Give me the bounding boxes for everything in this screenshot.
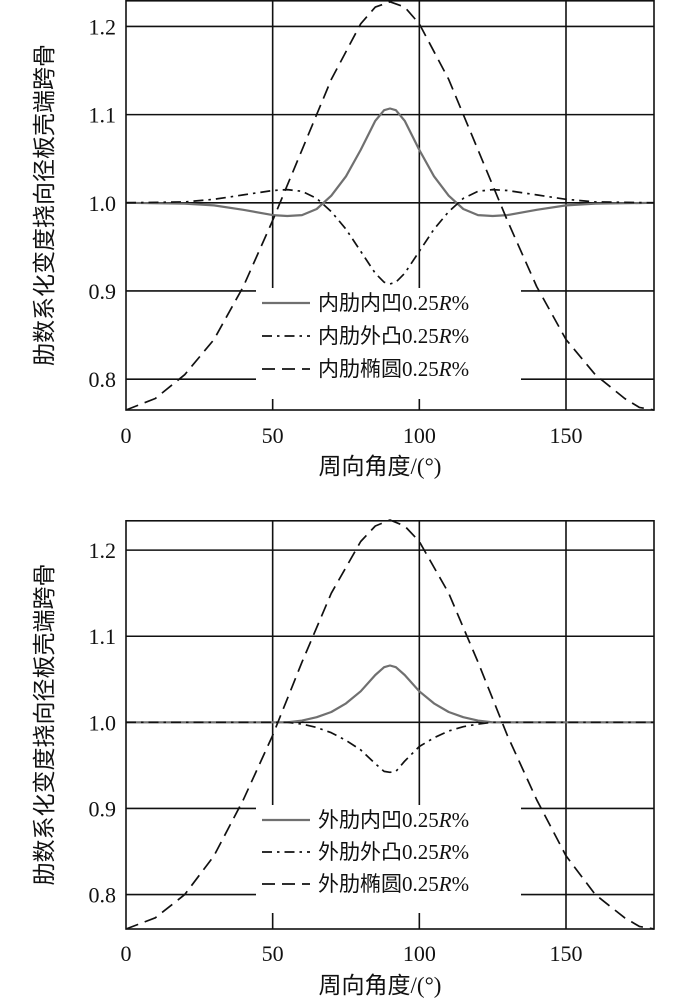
y-tick-label: 0.9 bbox=[89, 796, 117, 821]
y-tick-label: 1.0 bbox=[89, 191, 117, 216]
x-tick-label: 150 bbox=[550, 941, 583, 966]
y-tick-label: 1.2 bbox=[89, 538, 117, 563]
legend-label-3: 外肋椭圆0.25R% bbox=[318, 872, 469, 896]
x-tick-label: 50 bbox=[262, 941, 284, 966]
y-axis-label: 肋数系化变度挠向径板壳端跨骨 bbox=[32, 564, 57, 886]
y-tick-label: 1.1 bbox=[89, 103, 117, 128]
series-line-2 bbox=[125, 188, 655, 285]
y-tick-label: 1.2 bbox=[89, 14, 117, 39]
y-tick-label: 1.1 bbox=[89, 624, 117, 649]
x-axis-label: 周向角度/(°) bbox=[319, 454, 442, 479]
x-tick-label: 100 bbox=[403, 941, 436, 966]
y-axis-label: 肋数系化变度挠向径板壳端跨骨 bbox=[32, 44, 57, 366]
y-tick-label: 0.8 bbox=[89, 883, 117, 908]
legend-background bbox=[256, 288, 521, 399]
series-line-1 bbox=[125, 107, 655, 218]
x-tick-label: 50 bbox=[262, 423, 284, 448]
legend-label-1: 外肋内凹0.25R% bbox=[318, 808, 469, 832]
x-tick-label: 0 bbox=[121, 423, 132, 448]
y-tick-label: 1.0 bbox=[89, 710, 117, 735]
legend-label-3: 内肋椭圆0.25R% bbox=[318, 357, 469, 381]
legend-label-1: 内肋内凹0.25R% bbox=[318, 291, 469, 315]
y-tick-label: 0.9 bbox=[89, 279, 117, 304]
legend-label-2: 外肋外凸0.25R% bbox=[318, 840, 469, 864]
y-tick-label: 0.8 bbox=[89, 367, 117, 392]
plot-frame bbox=[125, 0, 655, 411]
x-tick-label: 100 bbox=[403, 423, 436, 448]
series-line-2 bbox=[126, 721, 654, 774]
chart-panel-2: 外肋内凹0.25R% 外肋外凸0.25R% 外肋椭圆0.25R% 0.8 0.9 1.0 1… bbox=[32, 519, 655, 998]
series-line-3 bbox=[125, 0, 655, 411]
x-tick-label: 150 bbox=[550, 423, 583, 448]
plot-frame bbox=[125, 519, 655, 930]
series-line-3 bbox=[125, 519, 655, 930]
chart-panel-1: 内肋内凹0.25R% 内肋外凸0.25R% 内肋椭圆0.25R% 0.8 0.9 1.0 1… bbox=[32, 0, 655, 479]
x-axis-label: 周向角度/(°) bbox=[319, 973, 442, 998]
series-line-1 bbox=[126, 664, 654, 724]
legend-background bbox=[256, 805, 521, 913]
legend-label-2: 内肋外凸0.25R% bbox=[318, 324, 469, 348]
x-tick-label: 0 bbox=[121, 941, 132, 966]
